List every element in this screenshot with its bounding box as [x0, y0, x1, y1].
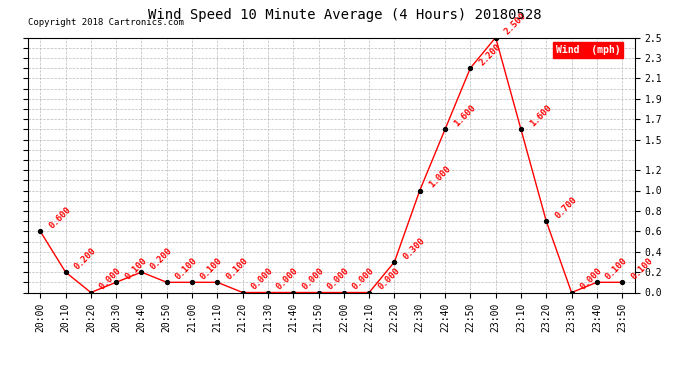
Text: Copyright 2018 Cartronics.com: Copyright 2018 Cartronics.com: [28, 18, 184, 27]
Point: [566, 290, 577, 296]
Point: [617, 279, 628, 285]
Point: [86, 290, 97, 296]
Point: [490, 34, 501, 40]
Point: [364, 290, 375, 296]
Text: 2.200: 2.200: [477, 42, 502, 68]
Point: [136, 269, 147, 275]
Point: [110, 279, 121, 285]
Text: 0.100: 0.100: [224, 256, 250, 282]
Text: 0.100: 0.100: [629, 256, 654, 282]
Text: 1.000: 1.000: [426, 164, 452, 190]
Text: 0.000: 0.000: [275, 266, 300, 292]
Text: 0.100: 0.100: [199, 256, 224, 282]
Point: [60, 269, 71, 275]
Text: 0.100: 0.100: [123, 256, 148, 282]
Text: 1.600: 1.600: [528, 103, 553, 129]
Text: 0.300: 0.300: [402, 236, 426, 261]
Text: 0.100: 0.100: [604, 256, 629, 282]
Point: [541, 218, 552, 224]
Point: [338, 290, 349, 296]
Point: [440, 126, 451, 132]
Text: 0.200: 0.200: [72, 246, 98, 272]
Text: 0.000: 0.000: [300, 266, 326, 292]
Point: [212, 279, 223, 285]
Point: [237, 290, 248, 296]
Text: 2.500: 2.500: [502, 11, 528, 37]
Point: [34, 228, 46, 234]
Text: 0.600: 0.600: [47, 205, 72, 231]
Point: [288, 290, 299, 296]
Text: Wind Speed 10 Minute Average (4 Hours) 20180528: Wind Speed 10 Minute Average (4 Hours) 2…: [148, 8, 542, 21]
Text: Wind  (mph): Wind (mph): [556, 45, 620, 55]
Text: 0.000: 0.000: [351, 266, 376, 292]
Point: [515, 126, 526, 132]
Point: [389, 259, 400, 265]
Text: 0.100: 0.100: [174, 256, 199, 282]
Text: 0.700: 0.700: [553, 195, 578, 220]
Point: [186, 279, 197, 285]
Text: 0.000: 0.000: [250, 266, 275, 292]
Point: [262, 290, 273, 296]
Text: 0.000: 0.000: [376, 266, 402, 292]
Point: [591, 279, 602, 285]
Text: 0.000: 0.000: [578, 266, 604, 292]
Text: 0.000: 0.000: [98, 266, 123, 292]
Point: [465, 65, 476, 71]
Point: [414, 188, 425, 194]
Point: [313, 290, 324, 296]
Text: 1.600: 1.600: [452, 103, 477, 129]
Text: 0.000: 0.000: [326, 266, 351, 292]
Text: 0.200: 0.200: [148, 246, 174, 272]
Point: [161, 279, 172, 285]
